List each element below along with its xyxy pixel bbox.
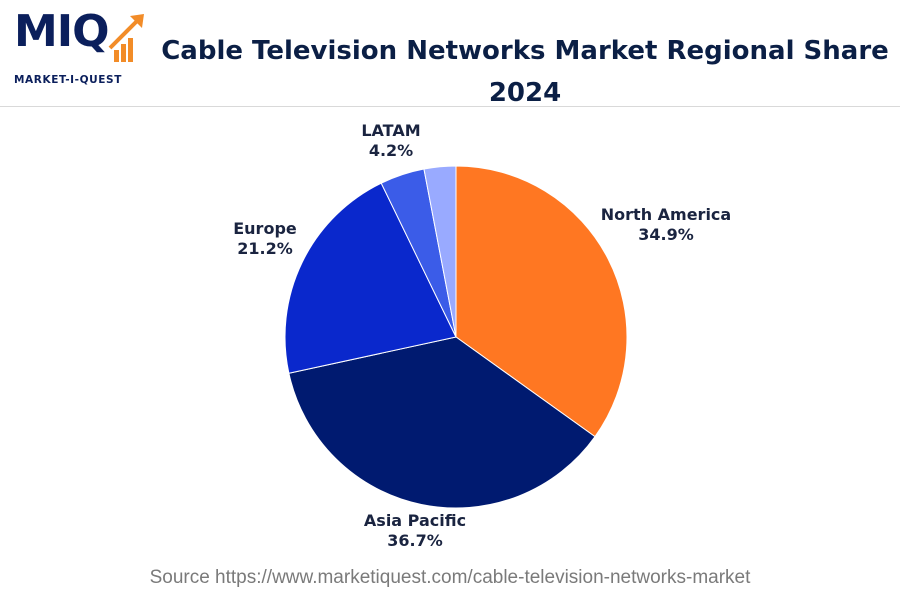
- logo-tagline: MARKET-I-QUEST: [14, 74, 122, 86]
- slice-value-latam: 4.2%: [369, 141, 413, 160]
- slice-value-europe: 21.2%: [237, 239, 293, 258]
- growth-arrow-icon: [108, 14, 144, 62]
- pie-slice-europe: [284, 182, 457, 374]
- source-text: Source https://www.marketiquest.com/cabl…: [149, 567, 751, 588]
- divider: [0, 106, 900, 107]
- logo-mark: MIQ: [14, 6, 110, 57]
- slice-label-europe: Europe: [233, 219, 297, 238]
- slice-label-latam: LATAM: [361, 121, 420, 140]
- slice-value-asia-pacific: 36.7%: [387, 531, 443, 550]
- slice-label-north-america: North America: [601, 205, 731, 224]
- slice-value-north-america: 34.9%: [638, 225, 694, 244]
- pie-slice-asia-pacific: [288, 336, 596, 509]
- slice-label-asia-pacific: Asia Pacific: [364, 511, 466, 530]
- pie-slice-north-america: [455, 165, 628, 438]
- pie-slice-other: [423, 165, 457, 338]
- chart-title: Cable Television Networks Market Regiona…: [161, 36, 889, 108]
- logo: MIQ MARKET-I-QUEST: [14, 10, 144, 92]
